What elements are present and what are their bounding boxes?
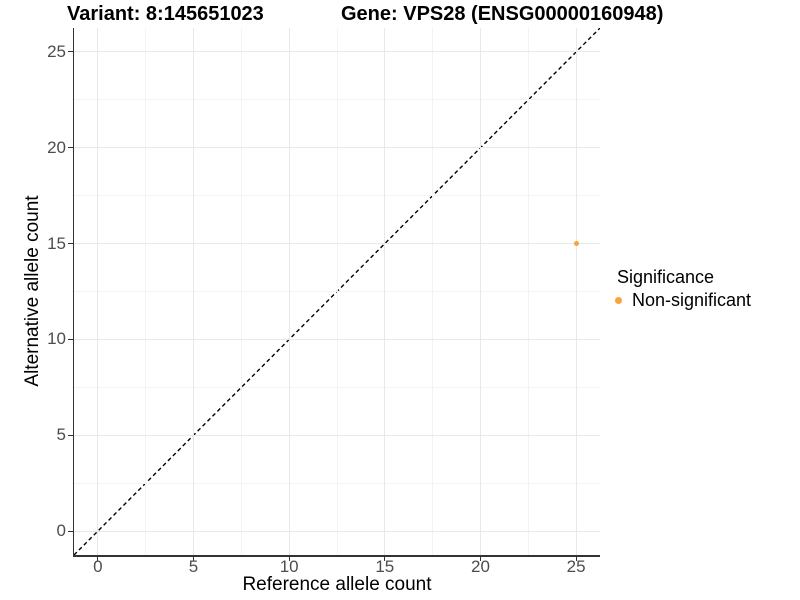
gridline-minor-horizontal: [74, 291, 600, 292]
x-tick-mark: [288, 556, 290, 561]
plot-panel: [74, 28, 600, 555]
x-tick-label: 15: [375, 557, 395, 576]
y-tick-mark: [67, 530, 73, 532]
x-tick-mark: [97, 556, 99, 561]
y-tick-label: 25: [47, 41, 66, 61]
y-tick-mark: [67, 434, 73, 436]
gridline-minor-horizontal: [74, 195, 600, 197]
x-axis-line: [72, 555, 600, 557]
x-tick-mark: [575, 556, 577, 561]
x-tick-mark: [193, 556, 195, 561]
y-axis-line: [72, 28, 74, 557]
y-tick-label: 15: [47, 233, 66, 253]
gridline-major-horizontal: [74, 147, 600, 149]
x-tick-mark: [384, 556, 386, 561]
y-tick-label: 5: [56, 425, 66, 445]
plot-title-variant: Variant: 8:145651023: [67, 3, 264, 25]
y-tick-label: 10: [47, 329, 66, 349]
legend-item-label: Non-significant: [632, 289, 752, 310]
legend-title: Significance: [617, 267, 715, 287]
gridline-major-horizontal: [74, 338, 600, 340]
x-axis-title: Reference allele count: [242, 574, 432, 595]
legend: Significance Non-significant: [612, 266, 751, 310]
gridline-major-horizontal: [74, 434, 600, 436]
legend-key-dot: [615, 296, 622, 304]
gridline-major-vertical: [479, 28, 481, 555]
y-axis-title: Alternative allele count: [22, 195, 43, 387]
legend-item: Non-significant: [612, 290, 751, 310]
x-tick-label: 20: [470, 557, 490, 576]
y-tick-mark: [67, 243, 73, 245]
gridline-major-vertical: [575, 28, 577, 555]
y-tick-mark: [67, 147, 73, 149]
gridline-major-vertical: [288, 28, 290, 555]
gridline-major-vertical: [97, 28, 99, 555]
y-tick-label: 20: [47, 137, 66, 157]
gridline-minor-horizontal: [74, 386, 600, 388]
x-tick-label: 5: [188, 557, 199, 576]
x-tick-label: 0: [93, 557, 103, 576]
y-tick-label: 0: [56, 521, 66, 541]
gridline-major-vertical: [193, 28, 195, 555]
data-point: [573, 241, 579, 247]
gridline-major-horizontal: [74, 243, 600, 245]
gridline-major-horizontal: [74, 530, 600, 532]
y-tick-mark: [67, 51, 73, 53]
gridline-major-vertical: [384, 28, 386, 555]
x-tick-label: 10: [279, 557, 299, 576]
x-tick-mark: [479, 556, 481, 561]
plot-title-gene: Gene: VPS28 (ENSG00000160948): [341, 3, 664, 25]
gridline-major-horizontal: [74, 51, 600, 53]
gridline-minor-horizontal: [74, 99, 600, 101]
y-tick-mark: [67, 338, 73, 340]
x-tick-label: 25: [566, 557, 586, 576]
gridline-minor-horizontal: [74, 482, 600, 484]
